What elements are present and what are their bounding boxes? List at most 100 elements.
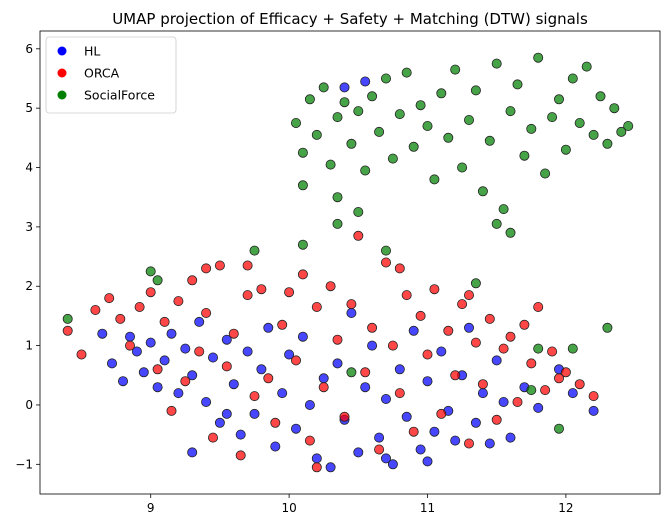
data-point [304,435,315,446]
data-point [422,456,433,467]
data-point [325,281,336,292]
legend-marker [57,46,67,56]
data-point [429,174,440,185]
data-point [491,355,502,366]
data-point [332,334,343,345]
data-point [62,313,73,324]
data-point [221,408,232,419]
data-point [554,94,565,105]
data-point [560,367,571,378]
data-point [152,275,163,286]
data-point [380,73,391,84]
data-point [97,328,108,339]
data-point [526,123,537,134]
data-point [547,346,558,357]
data-point [256,284,267,295]
data-point [470,337,481,348]
data-point [214,417,225,428]
data-point [374,432,385,443]
data-point [443,132,454,143]
data-point [107,358,118,369]
data-point [463,438,474,449]
data-point [602,322,613,333]
data-point [270,417,281,428]
data-point [104,293,115,304]
data-point [616,126,627,137]
data-point [574,118,585,129]
data-point [134,301,145,312]
data-point [533,343,544,354]
data-point [457,299,468,310]
data-point [463,115,474,126]
axes-frame [39,30,661,495]
data-point [332,192,343,203]
data-point [374,444,385,455]
data-point [187,370,198,381]
data-point [387,340,398,351]
data-point [436,408,447,419]
data-point [145,337,156,348]
data-point [526,358,537,369]
data-point [180,376,191,387]
data-point [505,331,516,342]
data-point [443,325,454,336]
data-point [436,346,447,357]
data-point [353,230,364,241]
data-point [297,331,308,342]
data-point [228,379,239,390]
series-orca [62,230,599,473]
legend-item-socialforce: SocialForce [57,88,155,103]
series-socialforce [62,52,634,434]
data-point [145,287,156,298]
x-tick-label: 10 [281,501,296,515]
data-point [201,307,212,318]
data-point [387,153,398,164]
data-point [187,447,198,458]
data-point [477,379,488,390]
data-point [263,373,274,384]
data-point [491,218,502,229]
data-point [498,204,509,215]
data-point [318,373,329,384]
data-point [519,150,530,161]
data-point [256,364,267,375]
data-point [547,112,558,123]
legend-box [45,36,177,114]
y-tick-label: 6 [25,42,33,56]
data-point [173,388,184,399]
data-point [159,355,170,366]
data-point [484,438,495,449]
data-point [491,58,502,69]
data-point [304,94,315,105]
data-point [118,376,129,387]
legend: HL ORCA SocialForce [45,36,177,114]
x-tick-label: 12 [558,501,573,515]
data-point [311,129,322,140]
legend-marker [57,68,67,78]
data-point [125,331,136,342]
data-point [152,364,163,375]
chart-title: UMAP projection of Efficacy + Safety + M… [112,10,588,28]
data-point [623,121,634,132]
data-point [470,417,481,428]
data-point [332,358,343,369]
data-point [297,269,308,280]
data-point [221,361,232,372]
data-point [290,423,301,434]
data-point [512,79,523,90]
data-point [270,441,281,452]
x-tick-label: 11 [420,501,435,515]
data-point [125,340,136,351]
data-point [380,245,391,256]
data-point [450,370,461,381]
y-tick-label: 2 [25,279,33,293]
series-hl [97,76,599,473]
data-point [401,411,412,422]
data-point [235,450,246,461]
data-point [249,245,260,256]
data-point [360,382,371,393]
data-point [484,135,495,146]
data-point [284,349,295,360]
data-point [408,426,419,437]
data-point [62,325,73,336]
